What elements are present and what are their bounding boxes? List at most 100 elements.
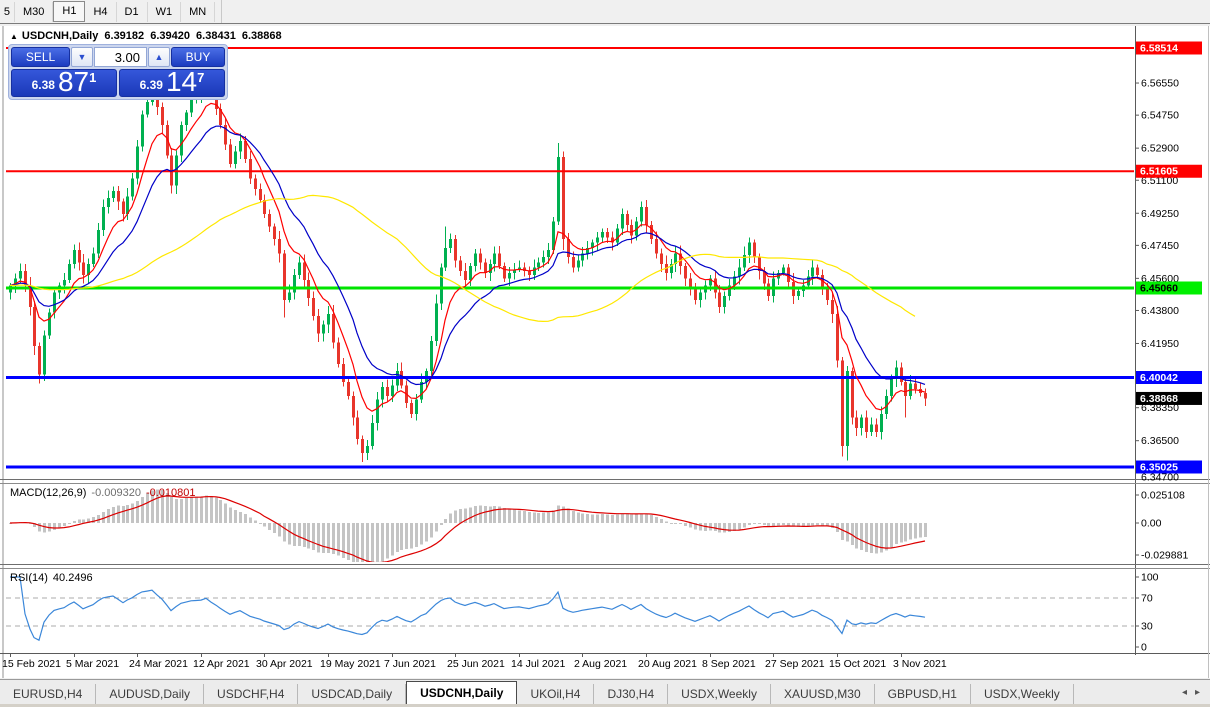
price-badge-text: 6.58514 (1140, 43, 1178, 55)
date-axis[interactable]: 15 Feb 2021 5 Mar 2021 24 Mar 2021 12 Apr 2… (2, 654, 947, 670)
chart-tab-eurusd-h4[interactable]: EURUSD,H4 (0, 684, 97, 704)
date-label: 8 Sep 2021 (702, 658, 756, 670)
rsi-axis-label: 70 (1141, 593, 1153, 605)
date-label: 3 Nov 2021 (893, 658, 947, 670)
date-label: 20 Aug 2021 (638, 658, 697, 670)
sell-price-small: 6.38 (31, 78, 55, 92)
price-tick: 6.38350 (1141, 402, 1179, 414)
price-axis[interactable]: 6.56550 6.54750 6.52900 6.51100 6.49250 6.474… (1135, 41, 1202, 654)
ohlc-low: 6.38431 (196, 30, 236, 42)
toolbar-separator (215, 0, 223, 23)
macd-main-value: -0.009320 (91, 487, 141, 499)
date-label: 5 Mar 2021 (66, 658, 119, 670)
chevron-up-icon: ▲ (154, 52, 164, 62)
chart-title: ▲ USDCNH,Daily 6.39182 6.39420 6.38431 6.… (10, 30, 285, 42)
date-label: 2 Aug 2021 (574, 658, 627, 670)
price-tick: 6.54750 (1141, 110, 1179, 122)
price-badge-6.38868 (1136, 391, 1202, 405)
candles-group (9, 62, 927, 463)
rsi-value: 40.2496 (52, 572, 93, 584)
chart-tab-ukoil-h4[interactable]: UKOil,H4 (517, 684, 595, 704)
window-bottom-edge (0, 704, 1210, 707)
price-badge-text: 6.51605 (1140, 166, 1178, 178)
chart-tab-usdx-weekly[interactable]: USDX,Weekly (668, 684, 771, 704)
chart-canvas[interactable]: 6.56550 6.54750 6.52900 6.51100 6.49250 6.474… (0, 26, 1210, 678)
tab-scroll-left-icon[interactable]: ◂ (1181, 686, 1187, 698)
one-click-trade-panel: SELL ▼ ▲ BUY 6.38 87 1 6.39 14 7 (8, 44, 228, 100)
macd-axis-label: 0.025108 (1141, 490, 1185, 502)
date-label: 24 Mar 2021 (129, 658, 188, 670)
price-badge-text: 6.45060 (1140, 282, 1178, 294)
price-badge-6.40042 (1136, 371, 1202, 385)
sell-price-box[interactable]: 6.38 87 1 (11, 66, 117, 97)
macd-panel[interactable] (9, 489, 927, 569)
buy-button[interactable]: BUY (171, 47, 225, 67)
price-tick: 6.49250 (1141, 208, 1179, 220)
buy-price-pip: 7 (197, 70, 205, 85)
price-tick: 6.56550 (1141, 78, 1179, 90)
chart-tab-bar: EURUSD,H4 AUDUSD,Daily USDCHF,H4 USDCAD,Dai… (0, 679, 1210, 704)
tab-scroll-arrows: ◂ ▸ (1172, 680, 1210, 704)
macd-name: MACD(12,26,9) (10, 487, 87, 499)
price-badge-6.35025 (1136, 460, 1202, 474)
price-tick: 6.43800 (1141, 305, 1179, 317)
macd-label: MACD(12,26,9) -0.009320 -0.010801 (10, 487, 196, 499)
chart-window[interactable]: 6.56550 6.54750 6.52900 6.51100 6.49250 6.474… (0, 26, 1210, 678)
chart-tab-usdcnh-daily-active[interactable]: USDCNH,Daily (406, 681, 518, 704)
price-tick: 6.36500 (1141, 435, 1179, 447)
chart-tab-usdx-weekly[interactable]: USDX,Weekly (971, 684, 1074, 704)
date-label: 27 Sep 2021 (765, 658, 825, 670)
price-tick: 6.47450 (1141, 240, 1179, 252)
timeframe-button-5[interactable]: 5 (0, 1, 15, 22)
price-badge-6.58514 (1136, 41, 1202, 55)
chevron-down-icon: ▼ (77, 52, 87, 62)
ma-mid-line (9, 125, 926, 386)
volume-decrease-button[interactable]: ▼ (71, 47, 93, 67)
ma-fast-line (9, 102, 926, 412)
price-tick: 6.34700 (1141, 472, 1179, 484)
buy-price-box[interactable]: 6.39 14 7 (119, 68, 225, 97)
chart-tab-xauusd-m30[interactable]: XAUUSD,M30 (771, 684, 875, 704)
date-label: 30 Apr 2021 (256, 658, 313, 670)
date-label: 12 Apr 2021 (193, 658, 250, 670)
rsi-axis-label: 0 (1141, 642, 1147, 654)
chart-symbol-label: USDCNH,Daily (21, 30, 99, 42)
sell-price-pip: 1 (89, 70, 97, 85)
date-label: 25 Jun 2021 (447, 658, 505, 670)
rsi-line (10, 576, 926, 642)
price-badge-text: 6.40042 (1140, 372, 1178, 384)
price-badge-text: 6.38868 (1140, 393, 1178, 405)
sell-price-big: 87 (57, 66, 90, 97)
rsi-axis-label: 100 (1141, 572, 1159, 584)
rsi-label: RSI(14) 40.2496 (10, 572, 93, 584)
timeframe-button-h1[interactable]: H1 (53, 1, 86, 22)
volume-increase-button[interactable]: ▲ (148, 47, 170, 67)
collapse-triangle-icon[interactable]: ▲ (10, 32, 18, 41)
timeframe-button-h4[interactable]: H4 (85, 1, 117, 22)
date-label: 15 Oct 2021 (829, 658, 886, 670)
chart-tab-usdcad-daily[interactable]: USDCAD,Daily (298, 684, 407, 704)
timeframe-button-w1[interactable]: W1 (147, 1, 182, 22)
rsi-panel[interactable] (6, 576, 1135, 642)
sell-button[interactable]: SELL (11, 47, 70, 67)
volume-input[interactable] (94, 47, 147, 67)
timeframe-button-d1[interactable]: D1 (116, 1, 148, 22)
chart-tab-dj30-h4[interactable]: DJ30,H4 (594, 684, 669, 704)
chart-tab-audusd-daily[interactable]: AUDUSD,Daily (96, 684, 205, 704)
ohlc-open: 6.39182 (104, 30, 145, 42)
timeframe-button-mn[interactable]: MN (181, 1, 216, 22)
price-tick: 6.41950 (1141, 338, 1179, 350)
tab-scroll-right-icon[interactable]: ▸ (1194, 686, 1200, 698)
timeframe-button-m30[interactable]: M30 (15, 1, 54, 22)
macd-axis-label: 0.00 (1141, 518, 1162, 530)
price-tick: 6.52900 (1141, 143, 1179, 155)
chart-tab-usdchf-h4[interactable]: USDCHF,H4 (204, 684, 299, 704)
timeframe-toolbar: 5 M30 H1 H4 D1 W1 MN (0, 0, 1210, 24)
rsi-axis-label: 30 (1141, 621, 1153, 633)
buy-price-small: 6.39 (139, 78, 163, 92)
price-badge-6.51605 (1136, 164, 1202, 178)
macd-signal-line (9, 495, 926, 562)
macd-signal-value: -0.010801 (145, 487, 196, 499)
macd-axis-label: -0.029881 (1141, 550, 1188, 562)
chart-tab-gbpusd-h1[interactable]: GBPUSD,H1 (875, 684, 971, 704)
